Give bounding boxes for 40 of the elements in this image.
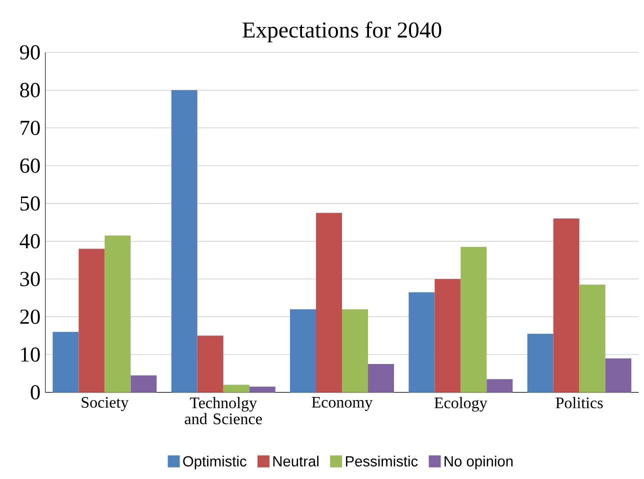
bar [486,379,513,392]
bar [290,309,316,392]
bar [342,309,368,392]
y-tick-label: 70 [20,120,40,136]
bar [223,384,250,392]
legend-label: Pessimistic [346,456,418,466]
y-tick-label: 50 [20,196,40,211]
x-tick-label: Technolgy and Science [184,397,262,424]
bar [52,332,79,392]
y-tick-label: 10 [21,347,40,362]
y-tick-label: 30 [20,272,40,286]
bar [249,386,276,392]
legend-label: Optimistic [183,456,246,470]
y-tick-label: 60 [20,158,40,173]
legend-label: No opinion [444,456,513,470]
y-tick-label: 20 [20,310,40,324]
y-tick-label: 80 [20,82,40,98]
bar [460,246,487,392]
bar [408,292,435,392]
bar [171,90,198,392]
bar [197,336,224,392]
bar [605,358,632,392]
bar [316,212,342,392]
x-tick-label: Economy [312,397,373,411]
x-tick-label: Ecology [434,397,488,412]
x-tick-label: Politics [556,397,603,408]
y-tick-label: 90 [20,45,40,60]
x-tick-label: Society [82,397,129,412]
y-tick-label: 0 [30,385,40,400]
y-tick-label: 40 [20,234,40,248]
chart-title: Expectations for 2040 [242,22,442,42]
bar [553,218,580,392]
bar [527,334,554,392]
bar [434,278,461,392]
bar [78,248,105,392]
bar [130,375,157,392]
bar [579,284,606,392]
bar [368,364,394,392]
legend-label: Neutral [273,456,318,466]
bar [104,236,131,392]
